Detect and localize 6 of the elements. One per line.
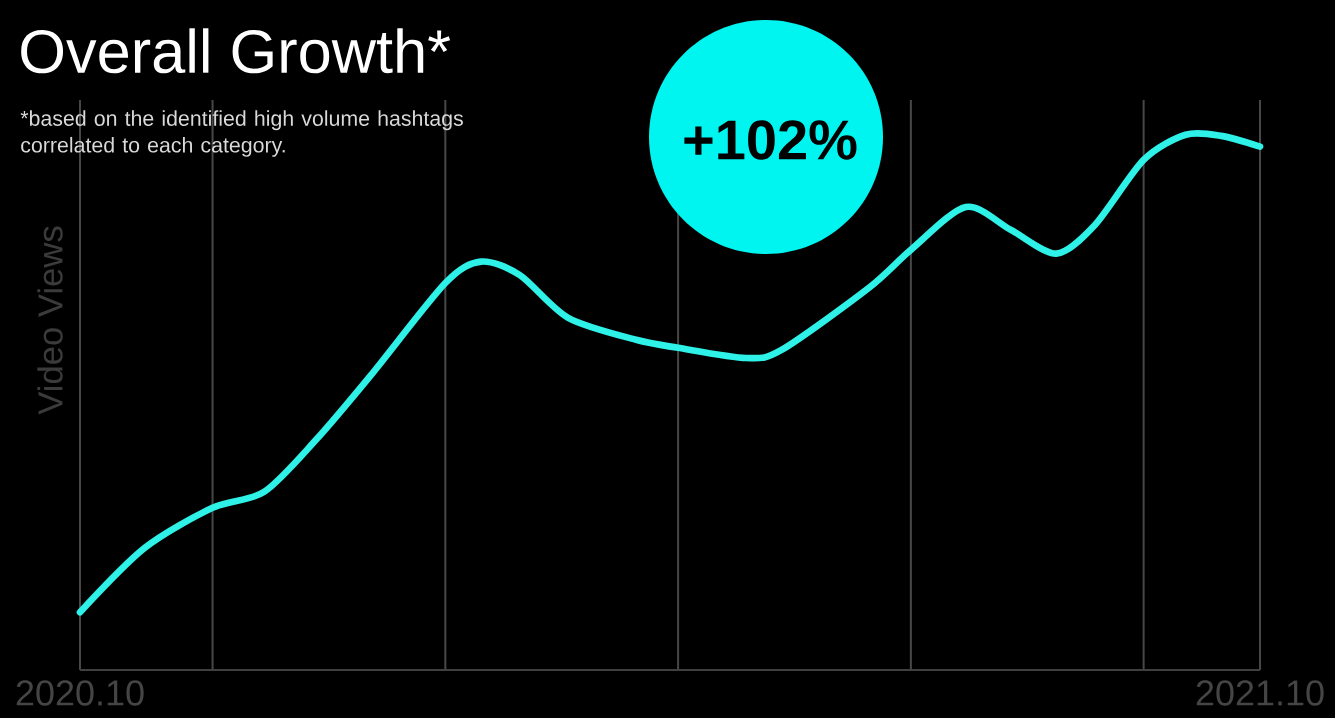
annotation: +102% (684, 120, 857, 160)
chart-subtitle: *based on the identified high volume hashtags correlated to each category. (20, 110, 463, 157)
chart-title: Overall Growth* (21, 28, 451, 74)
x-tick-label: 2020.10 (16, 680, 144, 706)
x-tick-label: 2021.10 (1196, 680, 1324, 706)
y-axis-title: Video Views (37, 226, 63, 415)
